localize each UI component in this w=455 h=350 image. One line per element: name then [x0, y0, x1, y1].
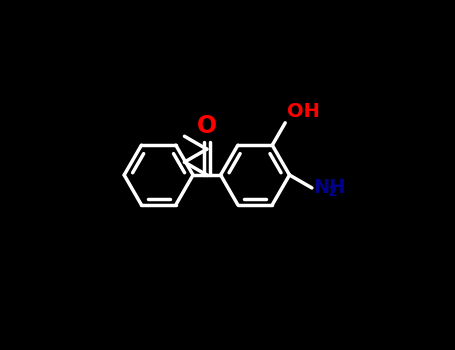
- Text: O: O: [197, 114, 217, 138]
- Text: 2: 2: [328, 185, 338, 199]
- Text: NH: NH: [313, 178, 346, 197]
- Text: OH: OH: [287, 102, 320, 121]
